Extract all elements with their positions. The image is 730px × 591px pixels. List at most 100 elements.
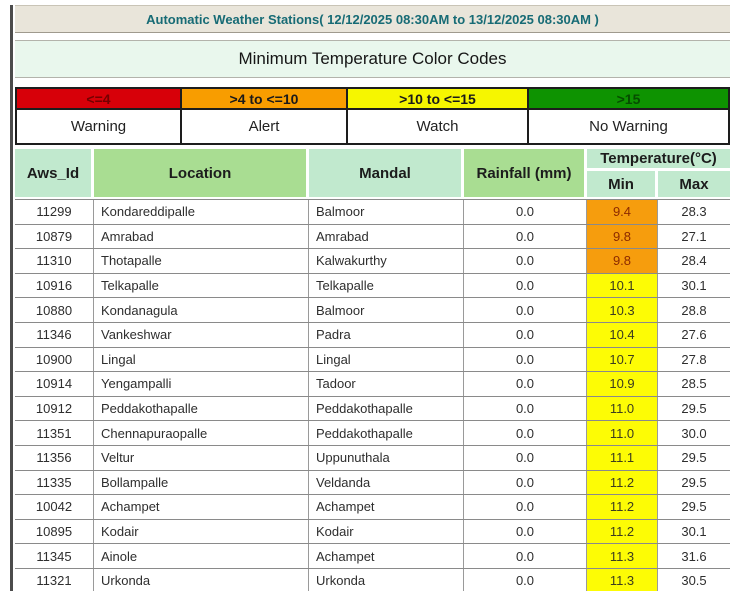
table-body: 11299 Kondareddipalle Balmoor 0.0 9.4 28.3 108… <box>15 199 730 591</box>
rainfall-cell: 0.0 <box>464 519 587 544</box>
aws-id-cell: 10879 <box>15 224 94 249</box>
max-temp-cell: 29.5 <box>681 499 707 515</box>
aws-id-cell: 10900 <box>15 347 94 372</box>
aws-id-cell: 10895 <box>15 519 94 544</box>
date-range-bar: Automatic Weather Stations( 12/12/2025 0… <box>15 5 730 33</box>
max-temp-cell: 29.5 <box>681 450 707 466</box>
rainfall-cell: 0.0 <box>464 200 587 224</box>
table-row: 11345 Ainole Achampet 0.0 11.3 31.6 <box>15 544 730 569</box>
location-cell: Chennapuraopalle <box>94 421 309 445</box>
legend-range-row: <=4 >4 to <=10 >10 to <=15 >15 <box>15 87 730 110</box>
max-temp-cell: 29.5 <box>681 401 707 417</box>
max-temp-cell: 27.8 <box>681 351 707 367</box>
max-temp-cell: 30.5 <box>681 573 707 589</box>
min-temp-cell: 9.8 <box>587 224 658 249</box>
min-temp-cell: 9.8 <box>587 249 658 273</box>
max-temp-cell: 31.6 <box>681 548 707 564</box>
location-cell: Lingal <box>94 347 309 372</box>
rainfall-cell: 0.0 <box>464 396 587 421</box>
location-cell: Thotapalle <box>94 249 309 273</box>
min-temp-cell: 11.2 <box>587 519 658 544</box>
location-cell: Vankeshwar <box>94 322 309 347</box>
mandal-cell: Kodair <box>309 519 464 544</box>
table-row: 10880 Kondanagula Balmoor 0.0 10.3 28.8 <box>15 298 730 323</box>
table-header: Aws_Id Location Mandal Rainfall (mm) Tem… <box>15 149 730 197</box>
mandal-cell: Tadoor <box>309 372 464 396</box>
table-row: 10916 Telkapalle Telkapalle 0.0 10.1 30.1 <box>15 273 730 299</box>
min-temp-cell: 11.3 <box>587 568 658 591</box>
max-temp-cell: 27.6 <box>681 327 707 343</box>
mandal-cell: Achampet <box>309 495 464 519</box>
legend-range-alert: >4 to <=10 <box>180 87 346 110</box>
table-row: 11356 Veltur Uppunuthala 0.0 11.1 29.5 <box>15 445 730 471</box>
table-row: 10879 Amrabad Amrabad 0.0 9.8 27.1 <box>15 224 730 250</box>
min-temp-cell: 11.0 <box>587 396 658 421</box>
rainfall-cell: 0.0 <box>464 298 587 322</box>
aws-id-cell: 11345 <box>15 544 94 568</box>
temperature-subheader-row: Min Max <box>587 171 730 197</box>
col-header-temperature-group: Temperature(°C) Min Max <box>587 149 730 197</box>
mandal-cell: Peddakothapalle <box>309 421 464 445</box>
rainfall-cell: 0.0 <box>464 470 587 495</box>
max-temp-cell: 28.8 <box>681 302 707 318</box>
min-temp-cell: 9.4 <box>587 200 658 224</box>
rainfall-cell: 0.0 <box>464 224 587 249</box>
min-temp-cell: 11.2 <box>587 470 658 495</box>
max-temp-cell: 28.5 <box>681 376 707 392</box>
location-cell: Kondareddipalle <box>94 200 309 224</box>
section-title: Minimum Temperature Color Codes <box>238 49 507 68</box>
aws-id-cell: 11299 <box>15 200 94 224</box>
legend-category-watch: Watch <box>346 110 527 145</box>
max-temp-cell: 30.0 <box>681 425 707 441</box>
mandal-cell: Balmoor <box>309 200 464 224</box>
rainfall-cell: 0.0 <box>464 249 587 273</box>
legend-range-no-warning: >15 <box>527 87 730 110</box>
table-row: 11310 Thotapalle Kalwakurthy 0.0 9.8 28.4 <box>15 249 730 274</box>
mandal-cell: Veldanda <box>309 470 464 495</box>
min-temp-cell: 11.0 <box>587 421 658 445</box>
col-header-location: Location <box>94 149 309 197</box>
table-row: 11351 Chennapuraopalle Peddakothapalle 0.0 1… <box>15 421 730 446</box>
max-temp-cell: 29.5 <box>681 474 707 490</box>
weather-data-table: Aws_Id Location Mandal Rainfall (mm) Tem… <box>15 149 730 591</box>
mandal-cell: Achampet <box>309 544 464 568</box>
rainfall-cell: 0.0 <box>464 322 587 347</box>
table-row: 10042 Achampet Achampet 0.0 11.2 29.5 <box>15 495 730 520</box>
col-header-max: Max <box>658 171 730 197</box>
max-temp-cell: 30.1 <box>681 524 707 540</box>
aws-id-cell: 11356 <box>15 445 94 470</box>
max-temp-cell: 28.4 <box>681 253 707 269</box>
aws-id-cell: 10042 <box>15 495 94 519</box>
aws-id-cell: 10912 <box>15 396 94 421</box>
col-header-min: Min <box>587 171 658 197</box>
location-cell: Kodair <box>94 519 309 544</box>
rainfall-cell: 0.0 <box>464 568 587 591</box>
aws-id-cell: 11351 <box>15 421 94 445</box>
mandal-cell: Uppunuthala <box>309 445 464 470</box>
min-temp-cell: 11.1 <box>587 445 658 470</box>
location-cell: Kondanagula <box>94 298 309 322</box>
col-header-mandal: Mandal <box>309 149 464 197</box>
location-cell: Telkapalle <box>94 273 309 298</box>
content-area: Automatic Weather Stations( 12/12/2025 0… <box>10 5 730 591</box>
min-temp-cell: 10.7 <box>587 347 658 372</box>
rainfall-cell: 0.0 <box>464 273 587 298</box>
col-header-rainfall: Rainfall (mm) <box>464 149 587 197</box>
mandal-cell: Balmoor <box>309 298 464 322</box>
legend-category-no-warning: No Warning <box>527 110 730 145</box>
section-title-bar: Minimum Temperature Color Codes <box>15 40 730 78</box>
table-row: 11299 Kondareddipalle Balmoor 0.0 9.4 28.3 <box>15 200 730 225</box>
table-row: 11335 Bollampalle Veldanda 0.0 11.2 29.5 <box>15 470 730 496</box>
date-range-title: Automatic Weather Stations( 12/12/2025 0… <box>146 11 599 27</box>
legend-category-row: Warning Alert Watch No Warning <box>15 110 730 145</box>
table-row: 11346 Vankeshwar Padra 0.0 10.4 27.6 <box>15 322 730 348</box>
legend-range-watch: >10 to <=15 <box>346 87 527 110</box>
mandal-cell: Lingal <box>309 347 464 372</box>
aws-id-cell: 10916 <box>15 273 94 298</box>
aws-id-cell: 10880 <box>15 298 94 322</box>
table-row: 10912 Peddakothapalle Peddakothapalle 0.0 11… <box>15 396 730 422</box>
min-temp-cell: 11.2 <box>587 495 658 519</box>
min-temp-cell: 10.1 <box>587 273 658 298</box>
aws-id-cell: 11321 <box>15 568 94 591</box>
